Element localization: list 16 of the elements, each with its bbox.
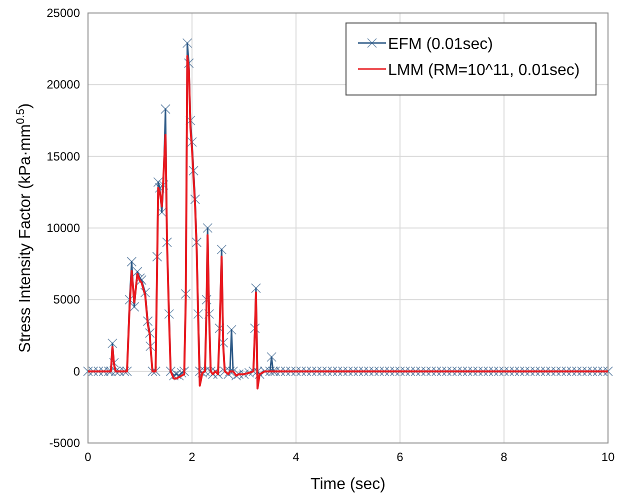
legend-label: LMM (RM=10^11, 0.01sec) (388, 62, 580, 79)
x-tick-label: 0 (84, 450, 92, 464)
legend-label: EFM (0.01sec) (388, 36, 493, 53)
x-tick-label: 10 (601, 450, 615, 464)
x-tick-label: 2 (188, 450, 196, 464)
y-tick-label: 10000 (46, 221, 80, 235)
y-tick-label: -5000 (49, 436, 80, 450)
y-tick-label: 5000 (53, 292, 80, 307)
x-tick-label: 4 (292, 450, 300, 464)
x-axis-title: Time (sec) (310, 476, 386, 493)
x-tick-label: 8 (500, 450, 508, 464)
y-tick-label: 0 (73, 364, 80, 378)
y-tick-label: 20000 (46, 78, 80, 92)
y-tick-label: 15000 (46, 149, 80, 164)
y-tick-label: 25000 (46, 6, 80, 20)
x-tick-label: 6 (396, 450, 404, 464)
